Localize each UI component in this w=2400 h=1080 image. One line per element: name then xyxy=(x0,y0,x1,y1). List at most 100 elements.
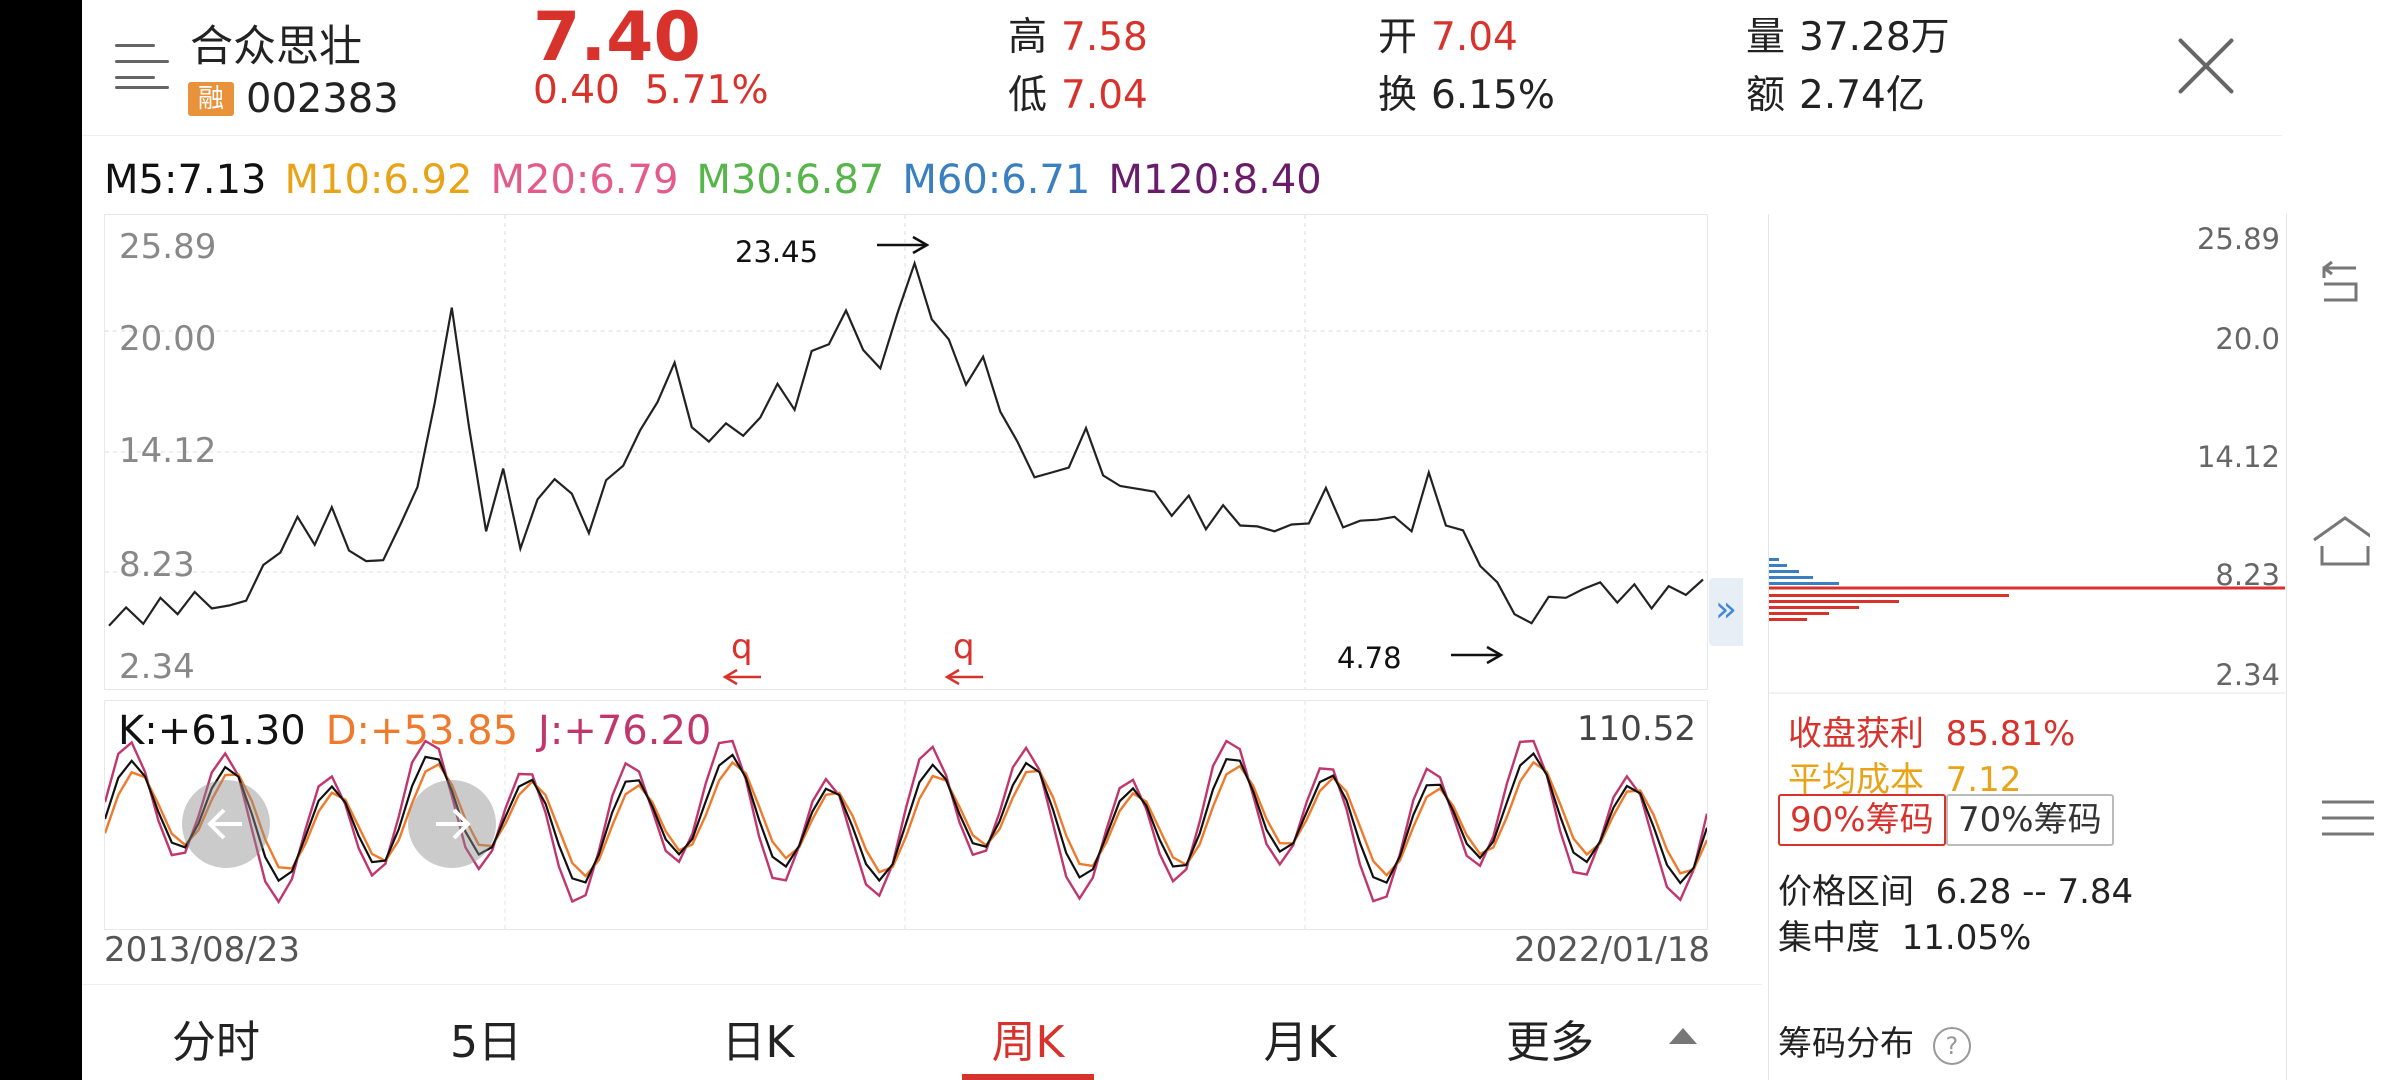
chip-y-tick: 8.23 xyxy=(2215,558,2280,592)
stat-amount: 额 2.74亿 xyxy=(1746,64,1925,120)
kdj-legend: K:+61.30 D:+53.85 J:+76.20 xyxy=(118,708,731,754)
tab-weekly-k[interactable]: 周K xyxy=(991,1017,1065,1068)
price-range-value: 6.28 -- 7.84 xyxy=(1935,872,2134,912)
stat-high-label: 高 xyxy=(1008,15,1048,60)
stat-turnover: 换 6.15% xyxy=(1378,64,1555,120)
tab-more[interactable]: 更多 xyxy=(1506,1017,1594,1068)
ma10-label: M10:6.92 xyxy=(284,157,473,203)
kdj-k-line xyxy=(105,751,1707,885)
price-range-row: 价格区间 6.28 -- 7.84 xyxy=(1778,864,2133,913)
chip-bars xyxy=(1769,558,2009,621)
tab-daily-k[interactable]: 日K xyxy=(721,1017,795,1068)
stat-open-value: 7.04 xyxy=(1431,15,1518,60)
end-date: 2022/01/18 xyxy=(1514,930,1710,970)
stat-open: 开 7.04 xyxy=(1378,6,1518,62)
ma30-label: M30:6.87 xyxy=(696,157,885,203)
chip-histogram xyxy=(1769,558,2285,694)
ma-legend: M5:7.13 M10:6.92 M20:6.79 M30:6.87 M60:6.71 M… xyxy=(104,157,1340,203)
tab-5day[interactable]: 5日 xyxy=(450,1017,522,1068)
scroll-right-button[interactable] xyxy=(408,780,496,868)
avg-cost-value: 7.12 xyxy=(1945,760,2022,800)
chip-bar xyxy=(1769,606,1859,609)
hamburger-icon[interactable] xyxy=(2318,788,2378,848)
y-tick-label: 8.23 xyxy=(119,545,195,585)
chip-bar xyxy=(1769,570,1799,573)
stock-code: 002383 xyxy=(246,76,399,122)
annotation-arrows xyxy=(722,235,1504,686)
chip-title: 筹码分布 ? xyxy=(1778,1016,1971,1065)
chip-bar xyxy=(1769,558,1779,561)
change-value: 0.40 xyxy=(533,68,620,113)
y-tick-label: 20.00 xyxy=(119,319,217,359)
stat-low-value: 7.04 xyxy=(1061,73,1148,118)
help-icon[interactable]: ? xyxy=(1932,1026,1971,1065)
kdj-k-label: K:+61.30 xyxy=(118,708,306,754)
tab-monthly-k[interactable]: 月K xyxy=(1263,1017,1337,1068)
chip-90-button[interactable]: 90%筹码 xyxy=(1778,794,1946,846)
back-icon[interactable] xyxy=(2310,254,2370,314)
arrow-left-icon xyxy=(207,808,242,840)
kdj-j-label: J:+76.20 xyxy=(538,708,712,754)
chip-bar xyxy=(1769,564,1787,567)
y-tick-label: 25.89 xyxy=(119,227,217,267)
q-marker: q xyxy=(731,627,753,667)
price-range-label: 价格区间 xyxy=(1778,872,1914,912)
active-tab-indicator xyxy=(962,1074,1094,1080)
change-percent: 5.71% xyxy=(644,68,769,113)
q-marker: q xyxy=(953,627,975,667)
chip-y-tick: 2.34 xyxy=(2215,658,2280,692)
chip-70-button[interactable]: 70%筹码 xyxy=(1946,794,2114,846)
stat-volume-value: 37.28万 xyxy=(1799,15,1950,60)
ma20-label: M20:6.79 xyxy=(490,157,679,203)
stat-low: 低 7.04 xyxy=(1008,64,1148,120)
kdj-series xyxy=(105,739,1707,905)
margin-badge: 融 xyxy=(188,82,234,116)
concentration-value: 11.05% xyxy=(1901,918,2032,958)
system-black-bar xyxy=(0,0,82,1080)
stat-volume: 量 37.28万 xyxy=(1746,6,1950,62)
caret-up-icon[interactable] xyxy=(1669,1028,1697,1044)
kdj-j-line xyxy=(105,739,1707,905)
kdj-d-line xyxy=(105,760,1707,878)
concentration-label: 集中度 xyxy=(1778,918,1880,958)
ma120-label: M120:8.40 xyxy=(1108,157,1322,203)
expand-panel-icon[interactable]: » xyxy=(1709,578,1743,646)
scroll-left-button[interactable] xyxy=(182,780,270,868)
low-annotation: 4.78 xyxy=(1337,641,1402,675)
stat-amount-label: 额 xyxy=(1746,73,1786,118)
stat-open-label: 开 xyxy=(1378,15,1418,60)
avg-cost-label: 平均成本 xyxy=(1788,760,1924,800)
close-icon[interactable] xyxy=(2178,38,2234,94)
home-icon[interactable] xyxy=(2310,512,2370,572)
concentration-row: 集中度 11.05% xyxy=(1778,910,2031,959)
profit-label: 收盘获利 xyxy=(1788,714,1924,754)
chip-bar xyxy=(1769,594,2009,597)
chip-bar xyxy=(1769,612,1829,615)
profit-row: 收盘获利 85.81% xyxy=(1788,706,2075,755)
stat-high-value: 7.58 xyxy=(1061,15,1148,60)
high-annotation: 23.45 xyxy=(735,235,819,269)
price-series xyxy=(108,259,1704,627)
y-tick-label: 2.34 xyxy=(119,647,195,687)
price-line xyxy=(108,259,1704,627)
kdj-max-label: 110.52 xyxy=(1577,709,1696,749)
price-chart-svg xyxy=(105,215,1707,689)
price-grid xyxy=(105,215,1707,689)
chip-bar xyxy=(1769,582,1839,585)
avg-cost-row: 平均成本 7.12 xyxy=(1788,752,2021,801)
current-price: 7.40 xyxy=(533,0,701,77)
kdj-d-label: D:+53.85 xyxy=(325,708,519,754)
menu-icon[interactable] xyxy=(115,40,171,90)
kdj-chart[interactable]: 110.52 xyxy=(104,700,1708,930)
ma5-label: M5:7.13 xyxy=(104,157,267,203)
price-chart[interactable]: 25.89 20.00 14.12 8.23 2.34 23.45 4.78 q… xyxy=(104,214,1708,690)
chip-y-tick: 20.0 xyxy=(2215,322,2280,356)
chip-bar xyxy=(1769,576,1813,579)
ma60-label: M60:6.71 xyxy=(902,157,1091,203)
chip-distribution-panel xyxy=(1768,214,2287,1080)
stat-high: 高 7.58 xyxy=(1008,6,1148,62)
tab-intraday[interactable]: 分时 xyxy=(172,1017,260,1068)
stat-amount-value: 2.74亿 xyxy=(1799,73,1925,118)
chip-y-tick: 25.89 xyxy=(2196,222,2280,256)
arrow-right-icon xyxy=(436,808,471,840)
